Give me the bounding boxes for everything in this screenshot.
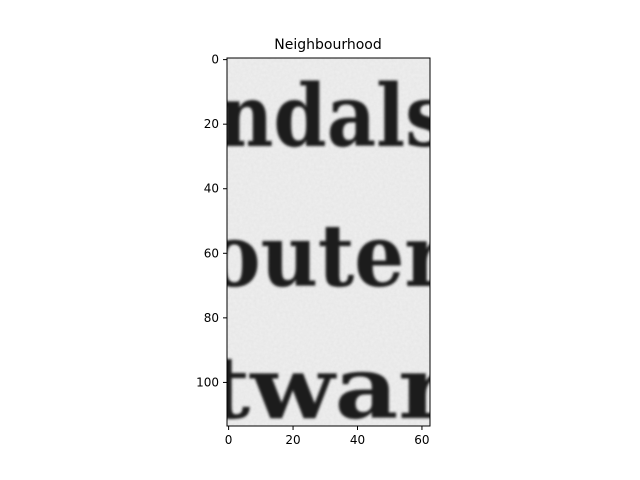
axes-frame <box>226 57 431 427</box>
text-line-3: twar <box>205 338 452 439</box>
y-tick-label: 0 <box>211 53 219 67</box>
x-tick-label: 60 <box>414 433 429 447</box>
y-tick-label: 80 <box>204 311 219 325</box>
x-tick-label: 40 <box>350 433 365 447</box>
chart-title: Neighbourhood <box>274 37 381 53</box>
y-tick-label: 20 <box>204 117 219 131</box>
image-panel: ndals outer twar <box>205 58 452 439</box>
x-axis: 0 20 40 60 <box>225 426 430 447</box>
y-tick-label: 60 <box>204 246 219 260</box>
x-tick-label: 20 <box>285 433 300 447</box>
x-tick-label: 0 <box>225 433 233 447</box>
text-line-2: outer <box>208 206 448 307</box>
text-line-1: ndals <box>218 66 448 167</box>
y-tick-label: 40 <box>204 182 219 196</box>
paper-texture <box>227 58 430 426</box>
y-axis: 0 20 40 60 80 100 <box>196 53 227 389</box>
y-tick-label: 100 <box>196 375 219 389</box>
